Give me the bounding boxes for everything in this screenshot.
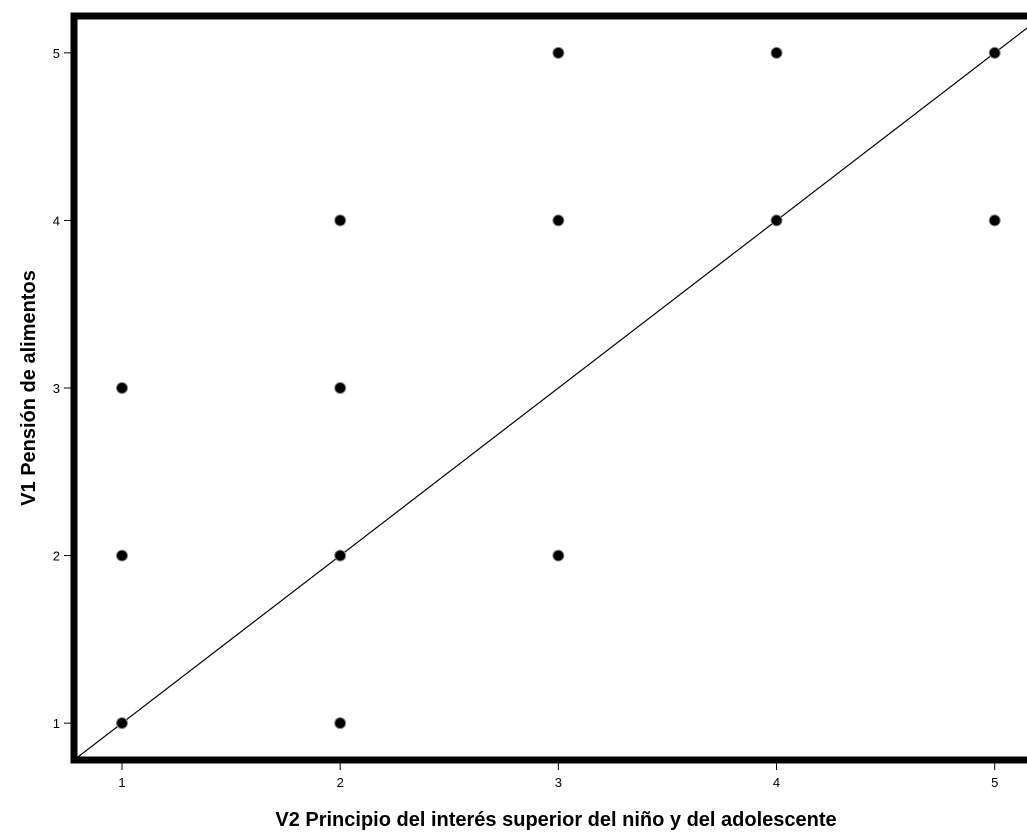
x-tick-label-5: 5 [991,775,998,790]
data-point-3 [116,382,128,394]
y-axis-ticks: 1 2 3 4 5 [53,46,71,731]
y-tick-label-3: 3 [53,381,60,396]
data-point-12 [770,46,783,59]
x-axis-title: V2 Principio del interés superior del ni… [275,809,836,831]
data-point-7 [334,214,347,227]
x-tick-label-3: 3 [555,775,562,790]
y-axis-title: V1 Pensión de alimentos [18,270,40,506]
data-point-1 [116,717,128,730]
data-points [116,46,1001,730]
plot-area [74,16,1027,760]
y-tick-label-5: 5 [53,46,60,61]
data-point-9 [552,214,565,227]
data-point-10 [552,46,565,59]
y-tick-label-1: 1 [53,716,60,731]
reference-line [74,27,1027,760]
plot-background [74,16,1027,760]
data-point-2 [116,549,128,562]
data-point-14 [988,46,1001,59]
y-tick-label-4: 4 [53,213,60,228]
data-point-13 [988,214,1001,227]
y-tick-label-2: 2 [53,549,60,564]
x-tick-label-4: 4 [773,775,780,790]
data-point-11 [770,214,783,227]
data-point-5 [334,549,347,562]
x-axis-ticks: 1 2 3 4 5 [118,763,998,790]
data-point-8 [552,549,565,562]
x-tick-label-1: 1 [118,775,125,790]
x-tick-label-2: 2 [337,775,344,790]
plot-frame [70,12,1027,764]
data-point-4 [334,717,347,730]
data-point-6 [334,382,347,394]
